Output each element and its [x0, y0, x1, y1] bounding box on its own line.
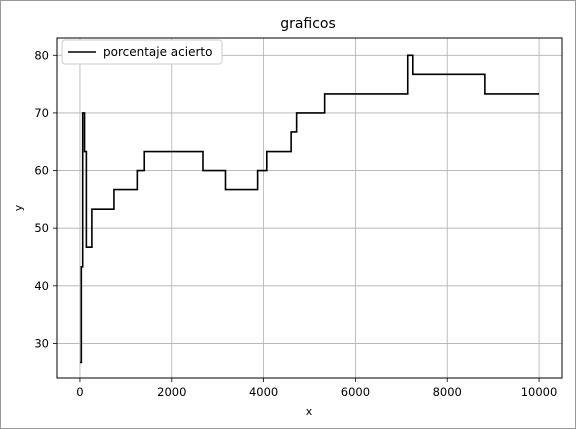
series-layer: [79, 54, 540, 364]
x-tick-label: 4000: [249, 385, 278, 399]
x-tick-label: 2000: [157, 385, 186, 399]
legend-entry-label: porcentaje acierto: [103, 45, 212, 59]
x-tick-label: 10000: [521, 385, 558, 399]
y-tick-label: 30: [34, 336, 49, 350]
plot-area: [57, 38, 562, 378]
x-axis-label: x: [306, 405, 313, 418]
x-tick-label: 8000: [433, 385, 462, 399]
chart-title: graficos: [280, 16, 336, 32]
y-tick-label: 60: [34, 164, 49, 178]
x-tick-label: 0: [76, 385, 83, 399]
y-tick-label: 40: [34, 279, 49, 293]
y-tick-label: 80: [34, 48, 49, 62]
legend-box: [61, 39, 223, 65]
legend: porcentaje acierto: [61, 39, 223, 65]
axis-ticks: 0 2000 4000 6000 8000 10000 30 40 50 60 70 80: [34, 48, 557, 399]
x-tick-label: 6000: [341, 385, 370, 399]
series-line: [79, 54, 540, 364]
plot-frame: [56, 37, 563, 379]
y-axis-label: y: [12, 204, 25, 211]
y-tick-label: 50: [34, 221, 49, 235]
y-tick-label: 70: [34, 106, 49, 120]
